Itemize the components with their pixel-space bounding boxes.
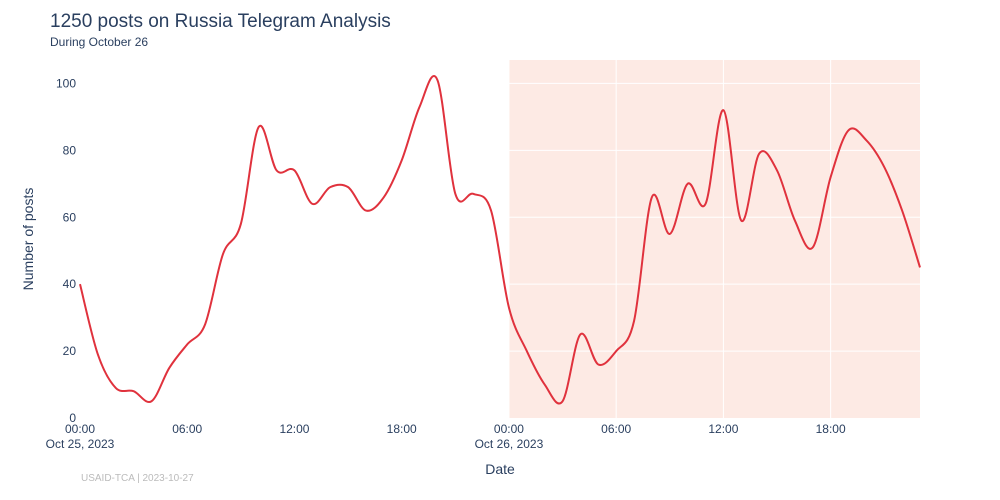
x-tick-label: 06:00 (172, 422, 202, 436)
y-tick-label: 100 (56, 76, 76, 90)
x-tick-label: 12:00 (279, 422, 309, 436)
x-tick-label: 18:00 (387, 422, 417, 436)
x-axis-title: Date (485, 461, 515, 477)
gridlines (79, 60, 920, 418)
x-tick-label: 00:00 (65, 422, 95, 436)
x-tick-label: 06:00 (601, 422, 631, 436)
x-tick-date-label: Oct 26, 2023 (475, 437, 544, 451)
y-axis-title: Number of posts (20, 188, 36, 291)
x-tick-date-label: Oct 25, 2023 (46, 437, 115, 451)
x-tick-label: 00:00 (494, 422, 524, 436)
y-axis-ticks: 0 20 40 60 80 100 (56, 76, 76, 425)
chart-title: 1250 posts on Russia Telegram Analysis (50, 11, 391, 32)
y-tick-label: 60 (63, 210, 77, 224)
y-tick-label: 40 (63, 277, 77, 291)
source-note: USAID-TCA | 2023-10-27 (81, 473, 194, 484)
highlight-region-oct-26 (508, 60, 920, 418)
y-tick-label: 0 (69, 411, 76, 425)
x-tick-label: 12:00 (708, 422, 738, 436)
x-tick-label: 18:00 (816, 422, 846, 436)
chart-subtitle: During October 26 (50, 35, 149, 49)
series-line (79, 75, 921, 405)
y-tick-label: 80 (63, 143, 77, 157)
y-tick-label: 20 (63, 344, 77, 358)
